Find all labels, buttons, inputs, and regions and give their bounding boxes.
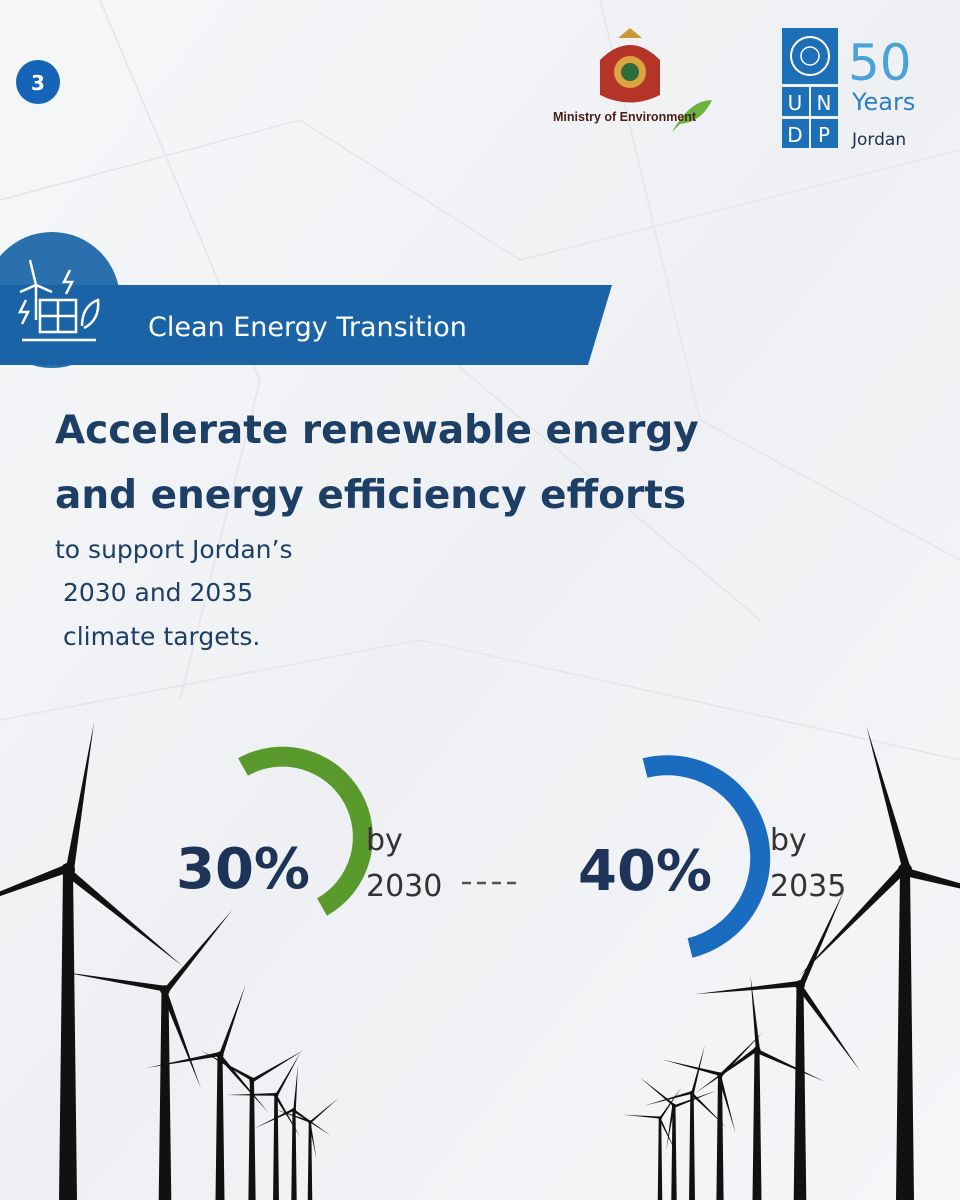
undp-letter: D — [787, 123, 802, 147]
turbine-part — [639, 1077, 676, 1107]
turbine-part — [795, 980, 805, 990]
turbine-part — [689, 1093, 695, 1200]
turbine-part — [719, 1032, 763, 1077]
turbine-part — [658, 1116, 662, 1120]
target-year: 2035 — [770, 869, 846, 904]
undp-letter: N — [817, 91, 832, 115]
turbine-part — [659, 1087, 682, 1119]
turbine-part — [752, 1050, 762, 1200]
banner — [0, 285, 612, 365]
turbine-part — [293, 1065, 298, 1111]
turbine-part — [662, 1059, 721, 1076]
undp-logo — [782, 28, 838, 148]
anniversary-label: Years — [851, 88, 915, 116]
turbine-part — [755, 1048, 825, 1082]
target-value: 30% — [176, 837, 310, 902]
turbine-part — [666, 1105, 675, 1151]
turbine-part — [160, 985, 170, 995]
target-year: 2030 — [366, 869, 442, 904]
turbine-part — [64, 868, 183, 967]
turbine-part — [291, 1107, 297, 1113]
turbine-part — [903, 867, 960, 889]
ministry-name: Ministry of Environment — [553, 110, 697, 124]
turbine-part — [691, 1045, 705, 1094]
turbine-part — [217, 1054, 269, 1113]
turbine-part — [273, 1092, 279, 1098]
wind-turbines — [0, 722, 960, 1200]
turbine-part — [161, 989, 201, 1089]
turbine-part — [274, 1109, 311, 1123]
turbine-part — [158, 990, 172, 1200]
turbine-part — [253, 1108, 295, 1130]
turbine-part — [275, 1052, 301, 1096]
paper-texture — [0, 0, 960, 761]
turbine-part — [658, 1117, 676, 1152]
heading-line: Accelerate renewable energy — [55, 408, 699, 453]
banner-icon — [17, 259, 100, 342]
turbine-part — [218, 984, 246, 1057]
turbine-part — [61, 971, 166, 992]
ministry-emblem — [600, 28, 712, 132]
turbine-part — [671, 1103, 677, 1109]
turbine-part — [215, 1055, 225, 1200]
turbine-part — [308, 1121, 317, 1159]
turbine-part — [61, 863, 75, 877]
turbine-part — [59, 870, 77, 1200]
turbine-part — [163, 909, 233, 993]
turbine-part — [896, 870, 914, 1200]
turbine-part — [657, 1118, 663, 1200]
turbine-part — [716, 1075, 724, 1200]
undp-letter: P — [818, 123, 830, 147]
turbine-part — [798, 889, 845, 987]
page-number: 3 — [31, 71, 45, 95]
subtitle-line: to support Jordan’s — [55, 535, 293, 564]
turbine-part — [249, 1077, 255, 1083]
turbine-part — [717, 1072, 723, 1078]
target-by: by — [366, 823, 403, 858]
undp-letter: U — [788, 91, 803, 115]
banner-title: Clean Energy Transition — [148, 312, 467, 343]
turbine-part — [307, 1122, 313, 1200]
turbine-part — [898, 863, 912, 877]
turbine-part — [0, 864, 69, 897]
turbine-part — [251, 1050, 304, 1083]
turbine-part — [291, 1110, 297, 1200]
turbine-part — [690, 1092, 728, 1129]
turbine-part — [200, 1050, 254, 1081]
turbine-part — [671, 1106, 677, 1200]
anniversary-number: 50 — [848, 34, 912, 92]
turbine-part — [793, 985, 807, 1200]
turbine-part — [866, 725, 911, 871]
turbine-part — [292, 1109, 331, 1136]
turbine-part — [673, 1090, 717, 1108]
target-arc — [238, 746, 373, 916]
turbine-part — [216, 1051, 224, 1059]
turbine-part — [750, 975, 760, 1051]
turbine-part — [717, 1074, 736, 1133]
turbine-part — [753, 1046, 761, 1054]
turbine-part — [308, 1120, 312, 1124]
page-badge — [16, 60, 60, 104]
turbine-part — [622, 1114, 661, 1119]
turbine-part — [689, 1090, 695, 1096]
subtitle-line: 2030 and 2035 — [55, 578, 253, 607]
turbine-part — [695, 980, 801, 995]
turbine-part — [796, 984, 861, 1072]
turbine-part — [798, 865, 907, 977]
turbine-part — [309, 1097, 339, 1124]
heading-line: and energy efficiency efforts — [55, 473, 686, 518]
target-arc — [642, 755, 771, 958]
target-value: 40% — [578, 839, 712, 904]
country-label: Jordan — [851, 130, 906, 150]
turbine-part — [226, 1093, 276, 1096]
turbine-part — [273, 1095, 279, 1200]
target-by: by — [770, 823, 807, 858]
turbine-part — [146, 1052, 221, 1069]
turbine-part — [644, 1091, 693, 1106]
turbine-part — [65, 722, 95, 872]
subtitle-line: climate targets. — [55, 622, 260, 651]
